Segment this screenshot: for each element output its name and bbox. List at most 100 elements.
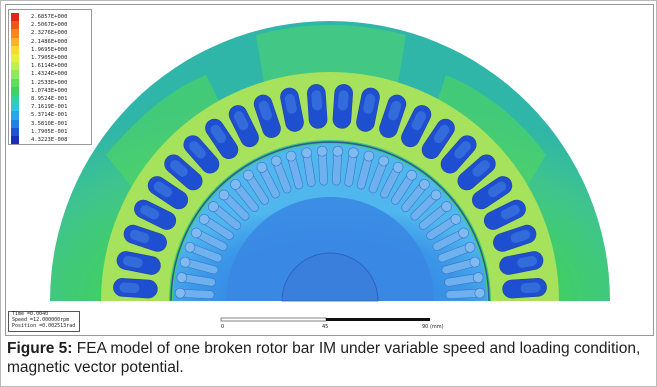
shaft [281,252,379,302]
speed-readout: Speed =12.000000rpm [12,316,70,323]
legend-row: 5.3714E-001 [11,111,91,120]
legend-swatch [11,78,19,87]
stator-slot [228,105,259,148]
legend-value: 1.7905E-001 [31,128,68,135]
rotor-bar [301,147,316,187]
legend-swatch [11,95,19,104]
time-readout: Time =0.0040 [12,311,49,317]
rotor-bar [270,155,292,194]
scale-label-start: 0 [221,324,224,330]
legend-swatch [11,13,19,22]
rotor-bar [331,145,344,186]
stator-slot [421,118,455,160]
legend-value: 8.9524E-001 [31,96,68,102]
stator-slot [356,87,380,132]
legend-row: 1.6114E+000 [11,62,91,71]
stator-slot [116,251,161,275]
legend-row: 1.0743E+000 [11,86,91,95]
legend-row: 2.5067E+000 [11,21,91,30]
legend-row: 1.7905E+000 [11,54,91,63]
stator-slot [502,278,547,299]
simulation-info: Time =0.0040 Speed =12.000000rpm Positio… [8,311,80,332]
rotor-bar [418,201,452,230]
stator-slot [205,118,239,160]
legend-value: 2.6857E+000 [31,14,68,20]
stator-slot [134,199,177,230]
rotor-bar [230,179,259,213]
legend-swatch [11,70,19,79]
stator-slot [253,94,281,138]
figure-label: Figure 5: [7,340,73,357]
rotor-bar [368,155,390,194]
legend-value: 5.3714E-001 [31,112,68,119]
legend-row: 1.4324E+000 [11,70,91,79]
rotor-bar [198,213,234,240]
scale-label-mid: 45 [322,324,328,330]
stator-slot [457,154,496,191]
legend-value: 7.1619E-001 [31,104,68,111]
legend-swatch [11,119,19,128]
rotor-bar [401,179,430,213]
stator-slot [123,224,167,252]
legend-swatch [11,136,19,145]
legend-row: 1.2533E+000 [11,78,91,87]
rotor-bar [432,227,469,251]
rotor-bar [285,150,304,190]
rotor-bar [391,169,418,205]
stator-slot [483,199,526,230]
rotor-bar [344,147,359,187]
stator-slot [280,87,304,132]
rotor-inner-region [226,197,434,301]
rotor-bar [445,287,486,300]
caption-text: FEA model of one broken rotor bar IM und… [7,340,641,376]
rotor-bar [316,145,329,186]
legend-swatch [11,127,19,136]
stator-slot [113,278,158,299]
stator-slot [471,176,513,210]
motor-cross-section: 0 45 90 (mm) [50,21,610,330]
legend-value: 1.9695E+000 [31,46,68,53]
scale-bar: 0 45 90 (mm) [220,317,444,330]
stator-slots [113,84,547,299]
rotor-bars [174,145,486,300]
airgap [170,141,490,302]
legend-row: 1.7905E-001 [11,127,91,136]
stator-slot [307,84,328,129]
legend-swatch [11,62,19,71]
stator-slot [332,84,353,129]
legend-value: 1.7905E+000 [31,55,68,61]
figure-caption: Figure 5: FEA model of one broken rotor … [7,339,653,377]
legend-row: 2.1486E+000 [11,37,91,46]
color-legend: 2.6857E+000 2.5067E+000 2.3276E+000 2.1486E… [8,9,92,145]
legend-row: 2.6857E+000 [11,13,91,22]
rotor-bar [437,241,476,263]
legend-value: 3.5810E-001 [31,120,68,127]
legend-row: 8.9524E-001 [11,95,91,104]
position-readout: Position =0.002513rad [12,322,76,329]
rotor-bar [410,189,442,221]
legend-swatch [11,111,19,120]
rotor-bar [426,213,462,240]
stator-slot [440,135,477,174]
rotor-bar [179,256,219,275]
legend-swatch [11,86,19,95]
legend-swatch [11,45,19,54]
legend-row: 2.3276E+000 [11,29,91,38]
stator-slot [379,94,407,138]
scale-label-end: 90 (mm) [422,324,444,330]
legend-value: 2.1486E+000 [31,38,68,45]
rotor-bar [218,189,250,221]
rotor-bar [256,162,280,199]
stator-slot [401,105,432,148]
stator-slot [499,251,544,275]
stator-slot [164,154,203,191]
legend-row: 3.5810E-001 [11,119,91,128]
rotor-bar [242,169,269,205]
legend-row: 4.3223E-008 [11,136,91,145]
legend-value: 1.4324E+000 [31,71,68,78]
rotor-bar [208,201,242,230]
legend-swatch [11,29,19,38]
rotor-bar [184,241,223,263]
legend-swatch [11,103,19,112]
legend-value: 2.5067E+000 [31,22,68,29]
